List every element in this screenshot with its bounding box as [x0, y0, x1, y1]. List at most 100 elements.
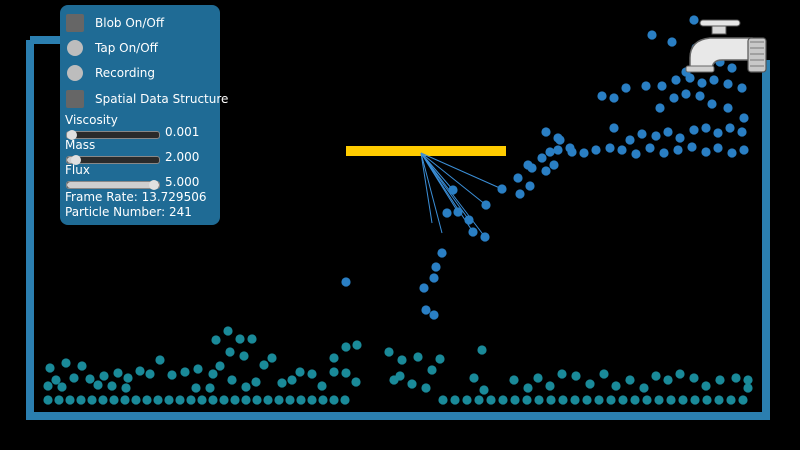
- particle: [230, 395, 240, 405]
- faucet-icon[interactable]: [685, 19, 767, 73]
- particle: [341, 342, 351, 352]
- particle: [689, 373, 699, 383]
- particle: [553, 133, 563, 143]
- particle: [657, 81, 667, 91]
- particle: [690, 395, 700, 405]
- particle: [641, 81, 651, 91]
- recording-toggle[interactable]: Recording: [66, 63, 155, 83]
- particle: [675, 369, 685, 379]
- barrier-bar[interactable]: [346, 146, 506, 156]
- particle: [702, 395, 712, 405]
- particle: [448, 185, 458, 195]
- particle: [673, 145, 683, 155]
- particle: [618, 395, 628, 405]
- blob-toggle-label: Blob On/Off: [95, 16, 165, 30]
- particle: [208, 369, 218, 379]
- particle: [654, 395, 664, 405]
- particle: [707, 99, 717, 109]
- particle: [225, 347, 235, 357]
- spatial-structure-label: Spatial Data Structure: [95, 92, 229, 106]
- particle: [533, 373, 543, 383]
- particle: [715, 375, 725, 385]
- particle: [205, 383, 215, 393]
- blob-checkbox[interactable]: [66, 14, 84, 32]
- particle: [669, 93, 679, 103]
- particle: [611, 381, 621, 391]
- water-container: [26, 36, 770, 420]
- recording-radio[interactable]: [67, 65, 83, 81]
- faucet-nozzle: [685, 65, 715, 73]
- particle: [219, 395, 229, 405]
- tap-toggle[interactable]: Tap On/Off: [66, 38, 158, 58]
- spring-lines: [420, 152, 503, 238]
- viscosity-slider[interactable]: [66, 130, 160, 140]
- spatial-structure-checkbox[interactable]: [66, 90, 84, 108]
- particle: [241, 382, 251, 392]
- particle: [743, 375, 753, 385]
- particle: [579, 148, 589, 158]
- particle: [625, 135, 635, 145]
- particle: [263, 395, 273, 405]
- particle: [655, 103, 665, 113]
- particle: [43, 381, 53, 391]
- particle: [87, 395, 97, 405]
- faucet-handle[interactable]: [711, 25, 727, 35]
- particle: [687, 142, 697, 152]
- blob-toggle[interactable]: Blob On/Off: [66, 13, 164, 33]
- particle: [609, 93, 619, 103]
- particle: [522, 395, 532, 405]
- particle: [468, 227, 478, 237]
- particle: [77, 361, 87, 371]
- particle: [723, 103, 733, 113]
- particle: [340, 395, 350, 405]
- faucet-handle-bar[interactable]: [699, 19, 741, 27]
- particle: [486, 395, 496, 405]
- particle: [186, 395, 196, 405]
- mass-value: 2.000: [165, 150, 200, 164]
- particle: [666, 395, 676, 405]
- particle: [208, 395, 218, 405]
- flux-slider-handle[interactable]: [149, 180, 159, 190]
- particle: [541, 166, 551, 176]
- particle: [57, 382, 67, 392]
- flux-value: 5.000: [165, 175, 200, 189]
- particle: [54, 395, 64, 405]
- mass-slider-handle[interactable]: [71, 155, 82, 165]
- particle: [419, 283, 429, 293]
- particle: [553, 145, 563, 155]
- particle: [329, 353, 339, 363]
- spring-line: [420, 152, 474, 233]
- particle: [61, 358, 71, 368]
- particle: [193, 364, 203, 374]
- tap-radio[interactable]: [67, 40, 83, 56]
- particle: [277, 378, 287, 388]
- particle: [523, 383, 533, 393]
- particle: [435, 354, 445, 364]
- particle: [675, 133, 685, 143]
- particle: [427, 365, 437, 375]
- particle: [43, 395, 53, 405]
- spatial-structure-toggle[interactable]: Spatial Data Structure: [66, 89, 228, 109]
- particle: [591, 145, 601, 155]
- particle: [215, 361, 225, 371]
- particle: [113, 368, 123, 378]
- particle: [663, 127, 673, 137]
- viscosity-value: 0.001: [165, 125, 200, 139]
- viscosity-slider-handle[interactable]: [67, 130, 77, 140]
- flux-slider[interactable]: [66, 180, 160, 190]
- spring-line: [420, 152, 454, 191]
- particle: [738, 395, 748, 405]
- particle: [450, 395, 460, 405]
- particle: [69, 373, 79, 383]
- particle: [681, 89, 691, 99]
- mass-slider[interactable]: [66, 155, 160, 165]
- particle: [525, 181, 535, 191]
- particle: [93, 380, 103, 390]
- particle: [678, 395, 688, 405]
- particle: [737, 127, 747, 137]
- particle: [437, 248, 447, 258]
- particle: [421, 383, 431, 393]
- particle: [351, 377, 361, 387]
- particle: [545, 147, 555, 157]
